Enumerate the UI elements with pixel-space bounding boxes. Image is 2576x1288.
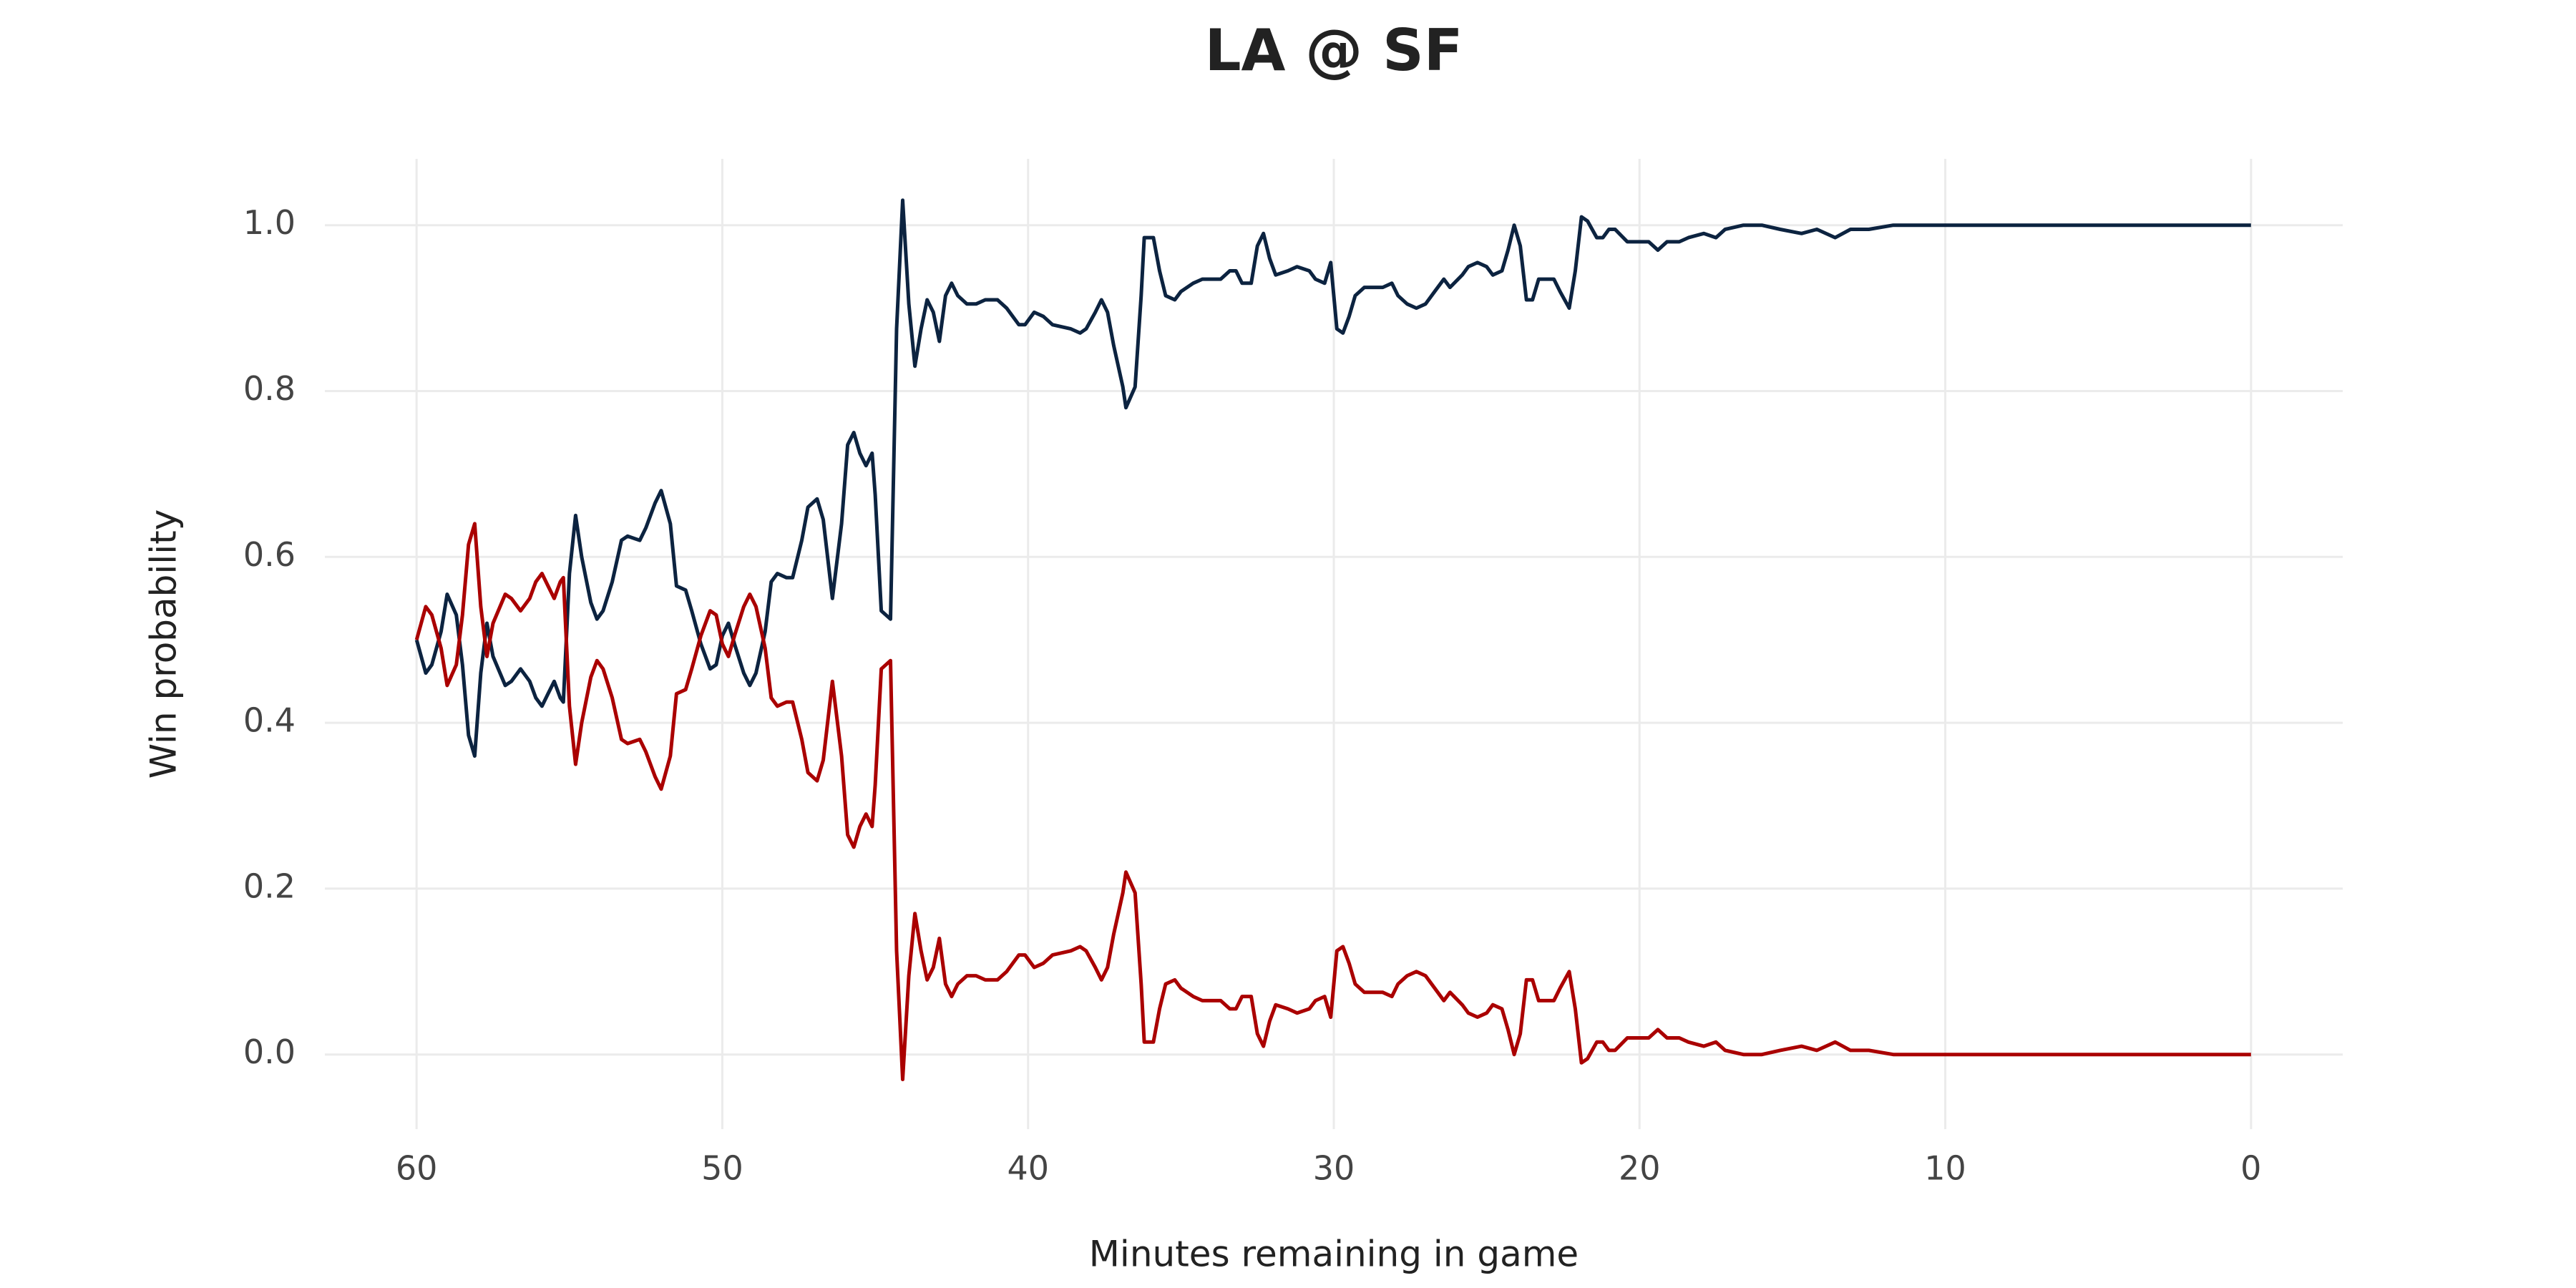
x-axis-title: Minutes remaining in game [1089,1234,1579,1275]
x-tick-label: 50 [701,1149,743,1188]
x-tick-label: 20 [1619,1149,1661,1188]
y-axis-title: Win probability [143,509,185,779]
series-line [414,522,2251,1081]
y-tick-label: 0.2 [243,867,296,905]
y-tick-label: 1.0 [243,203,296,242]
y-tick-label: 0.6 [243,535,296,574]
series-line [414,198,2251,758]
x-tick-label: 10 [1924,1149,1966,1188]
y-tick-label: 0.8 [243,369,296,408]
x-tick-label: 60 [396,1149,438,1188]
chart-title: LA @ SF [1205,17,1463,84]
x-tick-label: 30 [1313,1149,1355,1188]
y-tick-label: 0.0 [243,1033,296,1071]
x-tick-label: 40 [1007,1149,1049,1188]
x-tick-label: 0 [2240,1149,2261,1188]
y-tick-label: 0.4 [243,701,296,740]
